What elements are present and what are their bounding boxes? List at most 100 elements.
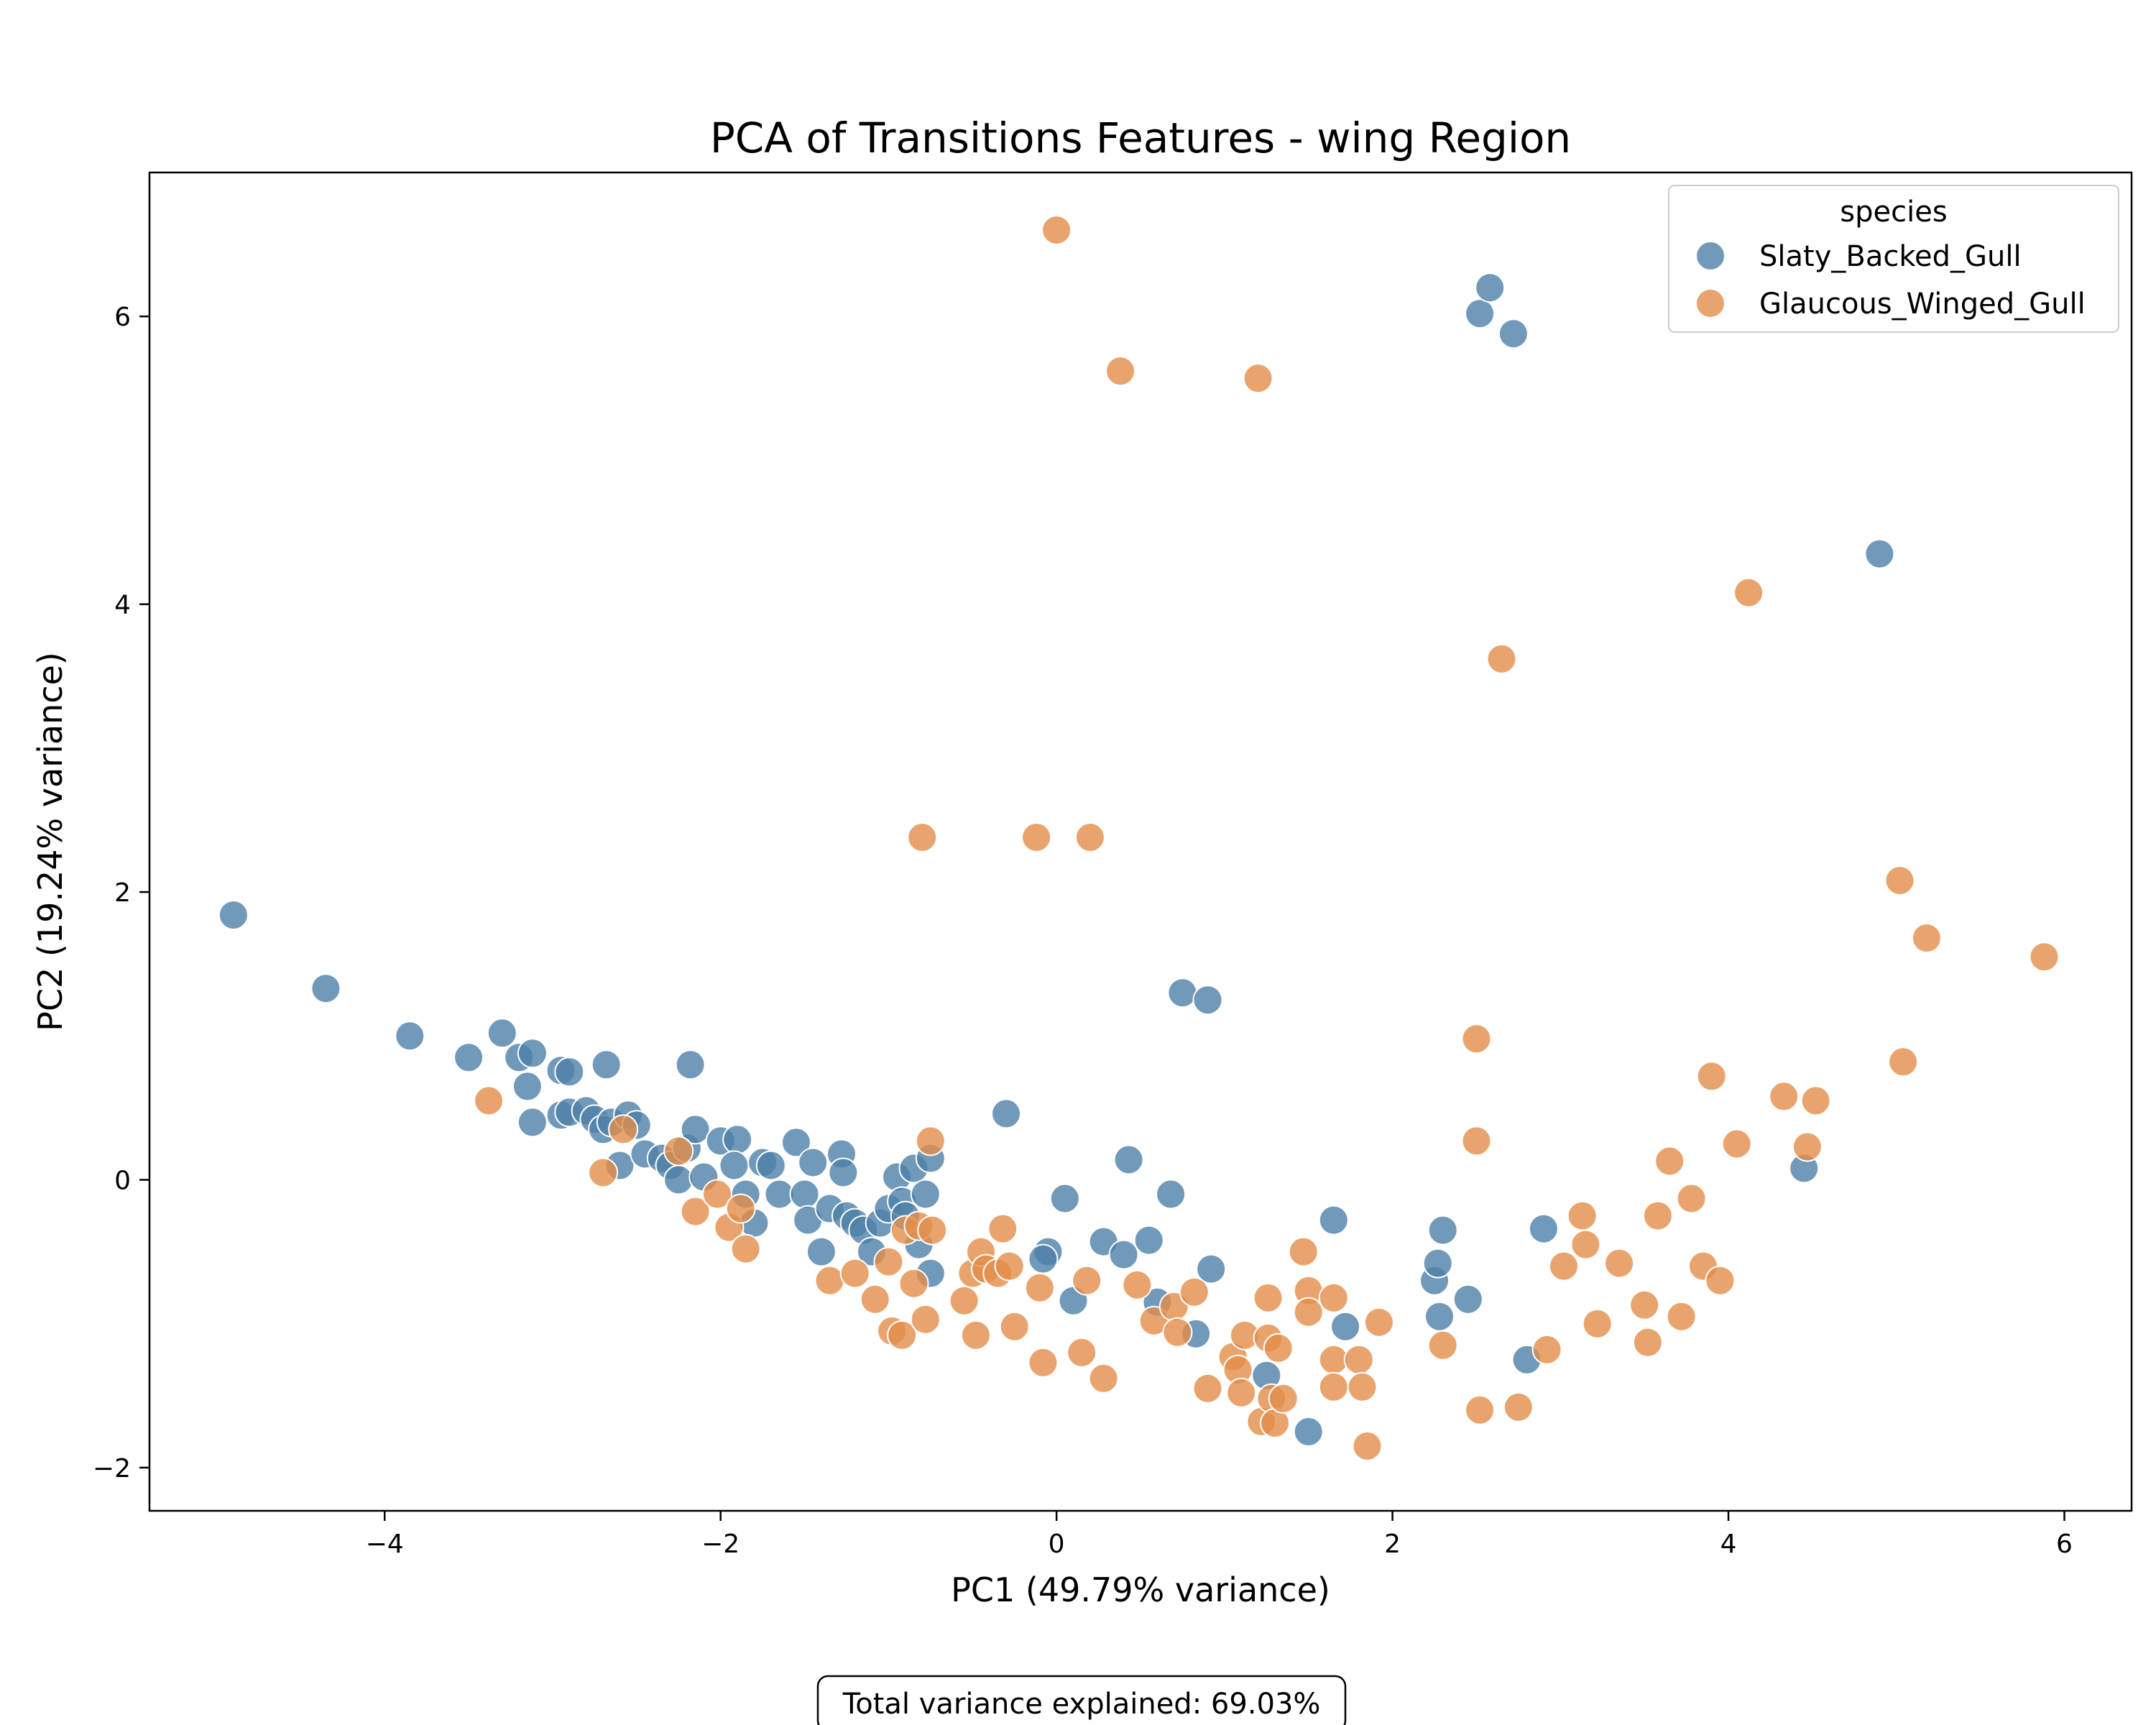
legend-marker-glaucous-winged-gull <box>1695 288 1726 318</box>
data-point-slaty-backed-gull <box>722 1124 753 1155</box>
data-point-glaucous-winged-gull <box>1567 1200 1598 1231</box>
data-point-glaucous-winged-gull <box>1293 1297 1324 1328</box>
data-point-glaucous-winged-gull <box>1666 1301 1697 1332</box>
data-point-glaucous-winged-gull <box>2029 942 2060 972</box>
data-point-slaty-backed-gull <box>1465 298 1496 329</box>
x-tick-label: −4 <box>366 1530 404 1559</box>
x-axis-label: PC1 (49.79% variance) <box>951 1570 1330 1609</box>
data-point-glaucous-winged-gull <box>1268 1383 1299 1414</box>
data-point-glaucous-winged-gull <box>1074 822 1105 852</box>
data-point-glaucous-winged-gull <box>860 1284 890 1315</box>
data-point-slaty-backed-gull <box>680 1114 711 1145</box>
data-point-slaty-backed-gull <box>806 1236 837 1267</box>
data-point-slaty-backed-gull <box>719 1150 750 1181</box>
data-point-glaucous-winged-gull <box>1253 1282 1284 1313</box>
data-point-glaucous-winged-gull <box>730 1233 761 1264</box>
footnote-text: Total variance explained: 69.03% <box>842 1688 1321 1721</box>
data-point-glaucous-winged-gull <box>1642 1200 1673 1231</box>
y-tick-label: −2 <box>93 1454 131 1484</box>
data-point-glaucous-winged-gull <box>1021 822 1052 852</box>
data-point-glaucous-winged-gull <box>1461 1024 1492 1054</box>
data-point-slaty-backed-gull <box>512 1071 543 1102</box>
legend-marker-slaty-backed-gull <box>1695 241 1726 271</box>
data-point-slaty-backed-gull <box>517 1107 548 1138</box>
data-point-glaucous-winged-gull <box>873 1246 904 1277</box>
ticks-layer: −4 −2 0 2 4 6 −2 0 2 4 6 <box>93 303 2073 1559</box>
data-point-glaucous-winged-gull <box>1888 1046 1919 1077</box>
y-tick-label: 4 <box>114 591 131 620</box>
data-point-slaty-backed-gull <box>1498 318 1529 349</box>
data-point-slaty-backed-gull <box>310 973 341 1004</box>
data-point-slaty-backed-gull <box>1318 1205 1349 1236</box>
plot-frame <box>148 171 2133 1512</box>
data-point-glaucous-winged-gull <box>839 1258 870 1289</box>
data-point-glaucous-winged-gull <box>702 1179 732 1210</box>
data-point-glaucous-winged-gull <box>910 1304 941 1335</box>
data-point-glaucous-winged-gull <box>1570 1229 1601 1260</box>
data-point-glaucous-winged-gull <box>1041 215 1072 246</box>
data-point-glaucous-winged-gull <box>994 1251 1025 1282</box>
data-point-glaucous-winged-gull <box>725 1193 756 1224</box>
footnote-box <box>816 1675 1347 1725</box>
x-tick-label: 6 <box>2056 1530 2073 1559</box>
y-axis-label: PC2 (19.24% variance) <box>31 652 70 1031</box>
chart-title: PCA of Transitions Features - wing Regio… <box>710 114 1571 162</box>
data-point-glaucous-winged-gull <box>987 1213 1018 1244</box>
data-point-glaucous-winged-gull <box>1705 1265 1736 1296</box>
data-point-slaty-backed-gull <box>675 1049 706 1080</box>
data-point-glaucous-winged-gull <box>1632 1327 1663 1358</box>
data-point-glaucous-winged-gull <box>1696 1061 1727 1092</box>
x-tick-label: 4 <box>1720 1530 1737 1559</box>
data-point-glaucous-winged-gull <box>1549 1251 1579 1282</box>
data-point-slaty-backed-gull <box>1028 1243 1059 1274</box>
data-point-glaucous-winged-gull <box>1427 1330 1458 1361</box>
data-point-slaty-backed-gull <box>828 1157 859 1188</box>
data-point-slaty-backed-gull <box>663 1164 694 1195</box>
data-point-glaucous-winged-gull <box>1024 1272 1055 1303</box>
legend-box <box>1668 185 2119 333</box>
data-point-glaucous-winged-gull <box>1531 1334 1562 1365</box>
x-tick-label: 0 <box>1049 1530 1065 1559</box>
data-point-glaucous-winged-gull <box>960 1320 991 1351</box>
x-tick-label: −2 <box>701 1530 740 1559</box>
data-point-glaucous-winged-gull <box>1884 865 1915 896</box>
data-point-slaty-backed-gull <box>453 1042 484 1073</box>
x-tick-label: 2 <box>1384 1530 1401 1559</box>
data-point-slaty-backed-gull <box>1113 1144 1144 1175</box>
data-point-glaucous-winged-gull <box>1122 1269 1153 1300</box>
data-point-glaucous-winged-gull <box>1226 1377 1257 1408</box>
data-point-slaty-backed-gull <box>1108 1239 1139 1270</box>
data-point-glaucous-winged-gull <box>1486 643 1517 674</box>
data-point-glaucous-winged-gull <box>1192 1373 1223 1404</box>
data-point-slaty-backed-gull <box>1293 1416 1324 1447</box>
data-point-slaty-backed-gull <box>1424 1301 1455 1332</box>
data-point-glaucous-winged-gull <box>1654 1146 1685 1177</box>
footnote: Total variance explained: 69.03% <box>816 1675 1347 1725</box>
data-point-slaty-backed-gull <box>1156 1179 1187 1210</box>
y-tick-label: 0 <box>114 1167 131 1196</box>
data-point-glaucous-winged-gull <box>1318 1282 1349 1313</box>
data-point-glaucous-winged-gull <box>1088 1363 1119 1394</box>
data-point-slaty-backed-gull <box>1049 1183 1080 1214</box>
data-point-glaucous-winged-gull <box>898 1268 929 1299</box>
data-point-slaty-backed-gull <box>1475 272 1506 303</box>
data-point-slaty-backed-gull <box>1452 1284 1483 1315</box>
data-point-glaucous-winged-gull <box>680 1196 711 1227</box>
data-point-glaucous-winged-gull <box>949 1285 980 1316</box>
data-point-glaucous-winged-gull <box>1911 923 1942 954</box>
data-point-glaucous-winged-gull <box>887 1320 918 1351</box>
data-point-glaucous-winged-gull <box>1676 1183 1707 1214</box>
y-tick-label: 2 <box>114 878 131 908</box>
data-point-slaty-backed-gull <box>591 1049 622 1080</box>
data-point-slaty-backed-gull <box>1196 1254 1227 1284</box>
data-point-slaty-backed-gull <box>910 1179 941 1210</box>
data-point-glaucous-winged-gull <box>1067 1337 1097 1368</box>
legend-label-glaucous-winged-gull: Glaucous_Winged_Gull <box>1759 288 2086 321</box>
data-point-slaty-backed-gull <box>1422 1248 1453 1279</box>
data-point-glaucous-winged-gull <box>1769 1081 1800 1112</box>
data-point-glaucous-winged-gull <box>1352 1430 1383 1461</box>
legend: species Slaty_Backed_Gull Glaucous_Winge… <box>1668 185 2119 333</box>
data-point-glaucous-winged-gull <box>588 1157 619 1188</box>
data-point-slaty-backed-gull <box>1133 1225 1164 1256</box>
